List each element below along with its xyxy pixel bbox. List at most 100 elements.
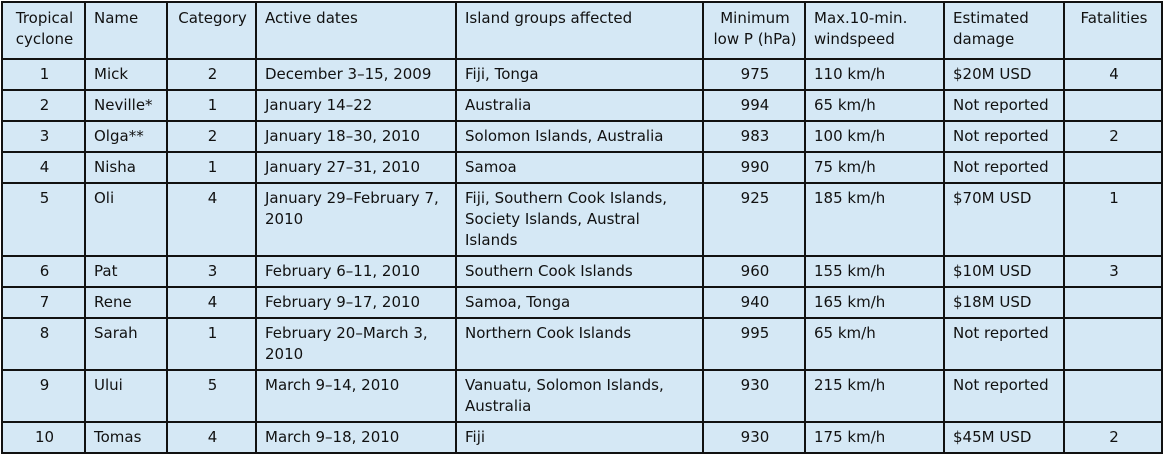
table-cell: Not reported [943, 317, 1065, 371]
table-cell: Not reported [943, 151, 1065, 184]
table-cell: 4 [1063, 58, 1163, 91]
table-cell: 5 [166, 369, 257, 423]
header-row: Tropical cyclone Name Category Active dates… [1, 1, 1163, 60]
table-cell: $20M USD [943, 58, 1065, 91]
table-cell: 1 [1, 58, 86, 91]
table-cell [1063, 286, 1163, 319]
header-cell: Name [84, 1, 168, 60]
table-cell: Fiji, Tonga [455, 58, 704, 91]
table-cell: 3 [1, 120, 86, 153]
table-cell: Vanuatu, Solomon Islands, Australia [455, 369, 704, 423]
table-cell: Mick [84, 58, 168, 91]
table-cell: 930 [702, 421, 806, 454]
table-cell: January 29–February 7, 2010 [255, 182, 457, 257]
table-cell: 995 [702, 317, 806, 371]
table-cell: February 6–11, 2010 [255, 255, 457, 288]
table-cell: February 9–17, 2010 [255, 286, 457, 319]
table-cell: Samoa, Tonga [455, 286, 704, 319]
table-cell: 215 km/h [804, 369, 945, 423]
table-cell: 2 [1063, 120, 1163, 153]
table-cell: 65 km/h [804, 89, 945, 122]
table-cell: 7 [1, 286, 86, 319]
table-cell: $70M USD [943, 182, 1065, 257]
table-cell: $10M USD [943, 255, 1065, 288]
table-cell: 4 [166, 421, 257, 454]
table-row: 2 Neville* 1 January 14–22 Australia 994 65 km… [1, 89, 1163, 122]
table-cell: 2 [166, 120, 257, 153]
table-cell: Not reported [943, 369, 1065, 423]
table-cell: 990 [702, 151, 806, 184]
table-row: 5 Oli 4 January 29–February 7, 2010 Fiji, So… [1, 182, 1163, 257]
table-cell: 110 km/h [804, 58, 945, 91]
table-cell: 983 [702, 120, 806, 153]
table-row: 8 Sarah 1 February 20–March 3, 2010 Northern… [1, 317, 1163, 371]
table-cell: 1 [1063, 182, 1163, 257]
table-cell: Australia [455, 89, 704, 122]
table-cell: 175 km/h [804, 421, 945, 454]
table-cell: Rene [84, 286, 168, 319]
table-cell: January 14–22 [255, 89, 457, 122]
table-cell: Fiji, Southern Cook Islands, Society Isl… [455, 182, 704, 257]
table-cell [1063, 151, 1163, 184]
header-cell: Category [166, 1, 257, 60]
table-row: 9 Ului 5 March 9–14, 2010 Vanuatu, Solomon I… [1, 369, 1163, 423]
table-cell: Samoa [455, 151, 704, 184]
table-cell: 1 [166, 89, 257, 122]
table-cell: Tomas [84, 421, 168, 454]
table-cell: 2 [166, 58, 257, 91]
table-row: 7 Rene 4 February 9–17, 2010 Samoa, Tonga 940… [1, 286, 1163, 319]
header-cell: Max.10-min. windspeed [804, 1, 945, 60]
table-cell: 2 [1063, 421, 1163, 454]
header-cell: Tropical cyclone [1, 1, 86, 60]
table-body: 1 Mick 2 December 3–15, 2009 Fiji, Tonga 975 1… [1, 58, 1163, 454]
table-cell: 994 [702, 89, 806, 122]
table-cell: Northern Cook Islands [455, 317, 704, 371]
table-cell: 3 [1063, 255, 1163, 288]
table-cell: 1 [166, 317, 257, 371]
table-cell: Southern Cook Islands [455, 255, 704, 288]
table-cell: January 18–30, 2010 [255, 120, 457, 153]
table-row: 3 Olga** 2 January 18–30, 2010 Solomon Islan… [1, 120, 1163, 153]
table-cell: 185 km/h [804, 182, 945, 257]
table-cell [1063, 89, 1163, 122]
table-cell: 165 km/h [804, 286, 945, 319]
table-cell: 4 [166, 182, 257, 257]
table-row: 4 Nisha 1 January 27–31, 2010 Samoa 990 75 km/… [1, 151, 1163, 184]
table-cell: Pat [84, 255, 168, 288]
header-cell: Minimum low P (hPa) [702, 1, 806, 60]
table-cell [1063, 369, 1163, 423]
table-cell: 4 [1, 151, 86, 184]
table-cell: 6 [1, 255, 86, 288]
table-cell [1063, 317, 1163, 371]
table-cell: 65 km/h [804, 317, 945, 371]
table-cell: 940 [702, 286, 806, 319]
table-cell: 10 [1, 421, 86, 454]
table-row: 6 Pat 3 February 6–11, 2010 Southern Cook Is… [1, 255, 1163, 288]
table-cell: January 27–31, 2010 [255, 151, 457, 184]
table-cell: 9 [1, 369, 86, 423]
table-cell: Not reported [943, 89, 1065, 122]
table-cell: 930 [702, 369, 806, 423]
table-cell: Ului [84, 369, 168, 423]
table-cell: $45M USD [943, 421, 1065, 454]
table-cell: Not reported [943, 120, 1065, 153]
table-cell: Neville* [84, 89, 168, 122]
table-cell: 925 [702, 182, 806, 257]
table-cell: 100 km/h [804, 120, 945, 153]
table-cell: Sarah [84, 317, 168, 371]
table-cell: 5 [1, 182, 86, 257]
header-cell: Island groups affected [455, 1, 704, 60]
table-cell: March 9–18, 2010 [255, 421, 457, 454]
table-cell: $18M USD [943, 286, 1065, 319]
table-cell: 1 [166, 151, 257, 184]
table-cell: December 3–15, 2009 [255, 58, 457, 91]
table-cell: 975 [702, 58, 806, 91]
table-cell: 155 km/h [804, 255, 945, 288]
table-cell: Nisha [84, 151, 168, 184]
table-row: 1 Mick 2 December 3–15, 2009 Fiji, Tonga 975 1… [1, 58, 1163, 91]
table-cell: 960 [702, 255, 806, 288]
table-cell: Solomon Islands, Australia [455, 120, 704, 153]
table-row: 10 Tomas 4 March 9–18, 2010 Fiji 930 175 km/h $… [1, 421, 1163, 454]
table-cell: 2 [1, 89, 86, 122]
